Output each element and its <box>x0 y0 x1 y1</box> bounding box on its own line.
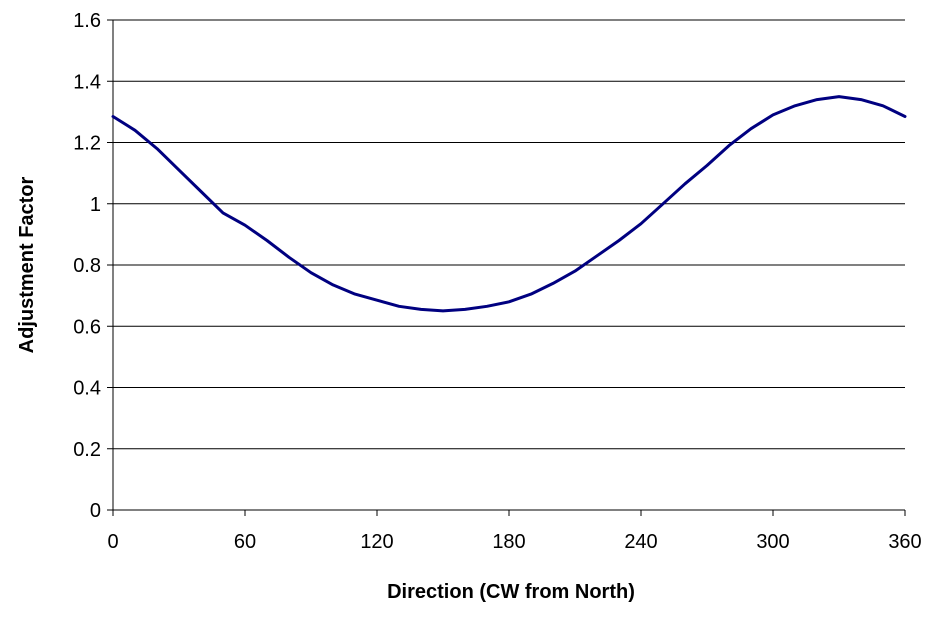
y-tick-label: 1.2 <box>73 133 101 155</box>
y-tick-label: 1.6 <box>73 10 101 32</box>
y-tick-label: 0.2 <box>73 439 101 461</box>
tick-labels: 0 0.2 0.4 0.6 0.8 1 1.2 1.4 1.6 0 60 120 180 240 300 36… <box>73 10 922 553</box>
x-tick-label: 360 <box>888 531 921 553</box>
x-axis-title: Direction (CW from North) <box>387 581 635 603</box>
y-tick-label: 0.4 <box>73 378 101 400</box>
y-tick-label: 0.6 <box>73 316 101 338</box>
x-tick-label: 300 <box>756 531 789 553</box>
x-tick-label: 240 <box>624 531 657 553</box>
series-line-0 <box>111 95 907 313</box>
x-tick-label: 60 <box>234 531 256 553</box>
x-tick-label: 120 <box>360 531 393 553</box>
y-tick-label: 0 <box>90 500 101 522</box>
x-tick-label: 0 <box>107 531 118 553</box>
y-tick-label: 1.4 <box>73 71 101 93</box>
y-tick-label: 0.8 <box>73 255 101 277</box>
series-layer <box>111 95 907 313</box>
gridlines <box>113 19 905 450</box>
x-tick-label: 180 <box>492 531 525 553</box>
y-axis-title: Adjustment Factor <box>16 176 38 353</box>
y-tick-label: 1 <box>90 194 101 216</box>
